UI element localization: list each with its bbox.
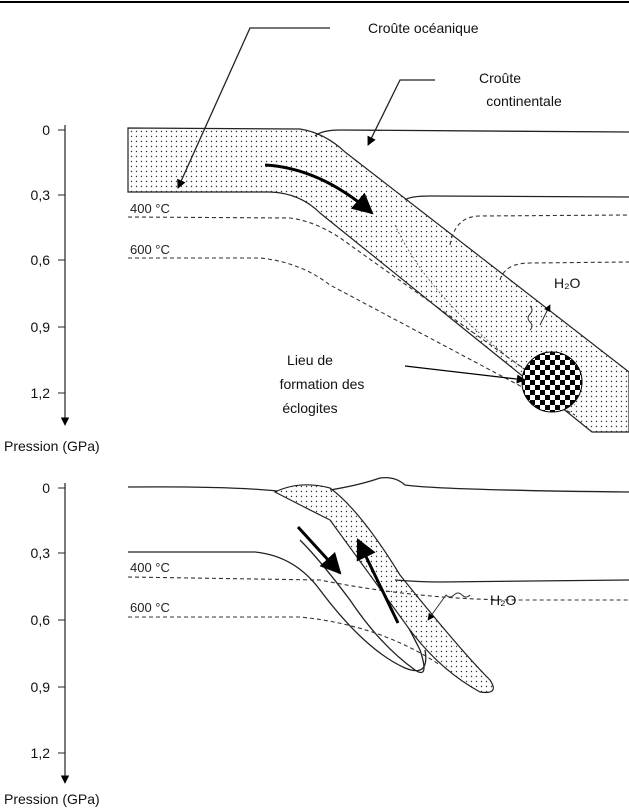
- ticks: [58, 129, 65, 394]
- tick-label: 0,6: [31, 612, 51, 628]
- tick-label: 0: [42, 122, 50, 138]
- continental-base: [404, 195, 629, 201]
- isotherm-400: [127, 216, 576, 406]
- label-continental: continentale: [486, 93, 562, 109]
- panel-1: H₂O 400 °C 600 °C 0 0,3 0,6 0,9 1,2 Pres…: [4, 20, 629, 454]
- descent-arrow: [296, 525, 342, 575]
- continental-surface: [329, 477, 629, 493]
- isotherm-label: 600 °C: [130, 242, 170, 257]
- isotherm-label: 600 °C: [130, 600, 170, 615]
- label-oceanic: Croûte océanique: [368, 20, 479, 36]
- tick-label: 1,2: [31, 745, 51, 761]
- label-eclogites: Lieu de: [287, 352, 333, 368]
- label-continental: Croûte: [479, 70, 521, 86]
- isotherm-600: [128, 257, 576, 416]
- axis-title: Pression (GPa): [4, 791, 100, 807]
- dehydration-line: [394, 224, 526, 371]
- water-arrow: [527, 305, 550, 331]
- continental-surface: [314, 129, 629, 137]
- leader-eclogites: [404, 365, 526, 384]
- label-eclogites: formation des: [280, 376, 365, 392]
- eclogite-zone: [521, 351, 583, 413]
- subduction-arrow: [264, 163, 374, 215]
- panel-2: H₂O 400 °C 600 °C 0 0,3 0,6 0,9 1,2 Pres…: [4, 477, 629, 807]
- water-arrow: [427, 592, 471, 621]
- label-eclogites: éclogites: [282, 400, 337, 416]
- exhumed-slab: [273, 484, 494, 694]
- ticks: [58, 487, 65, 754]
- water-label: H₂O: [490, 592, 517, 608]
- isotherm-400-right: [449, 214, 629, 246]
- tick-label: 0,9: [31, 679, 51, 695]
- tick-label: 0: [42, 480, 50, 496]
- axis-title: Pression (GPa): [4, 438, 100, 454]
- water-label: H₂O: [554, 275, 581, 291]
- oceanic-slab: [127, 127, 629, 433]
- leader-continental: [367, 79, 435, 146]
- tick-label: 0,9: [31, 319, 51, 335]
- continental-base: [394, 579, 629, 583]
- tick-label: 0,6: [31, 252, 51, 268]
- isotherm-label: 400 °C: [130, 201, 170, 216]
- tick-label: 0,3: [31, 187, 51, 203]
- isotherm-600: [128, 616, 441, 666]
- isotherm-600-right: [499, 261, 629, 281]
- isotherm-label: 400 °C: [130, 560, 170, 575]
- exhumation-arrow: [356, 538, 400, 624]
- leader-oceanic: [177, 27, 330, 189]
- tick-label: 1,2: [31, 385, 51, 401]
- tick-label: 0,3: [31, 545, 51, 561]
- lithosphere-base: [128, 551, 427, 672]
